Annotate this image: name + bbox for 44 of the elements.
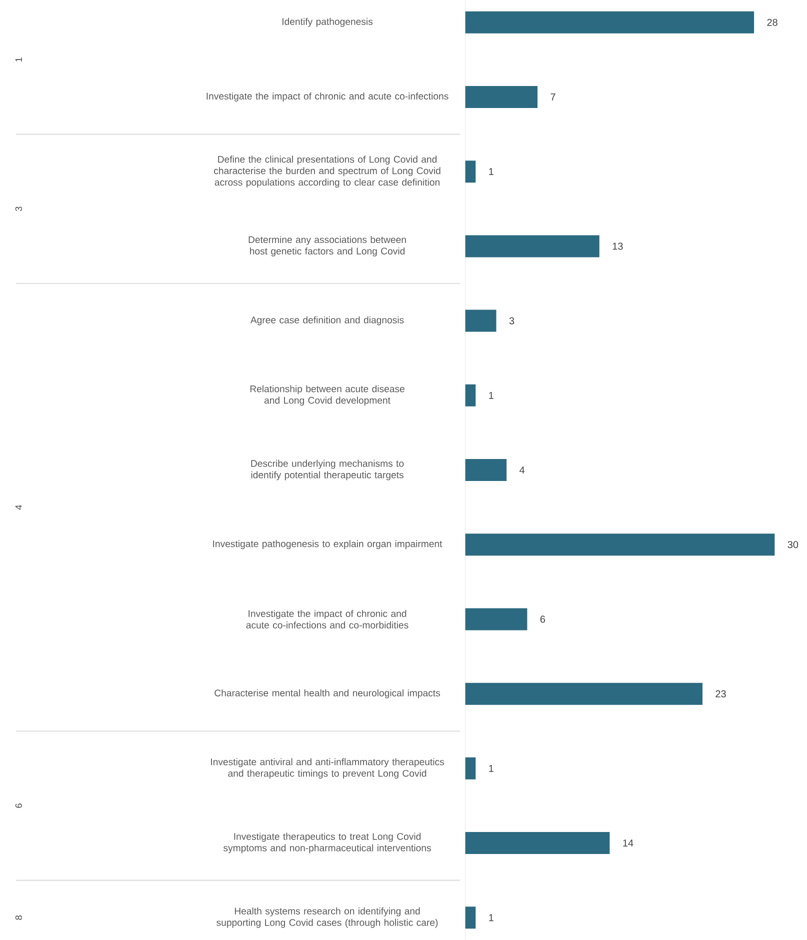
data-label: 1 (489, 914, 494, 922)
y-tick-label: Investigate antiviral and anti-inflammatory therapeutics and therapeutic timings to prevent Long Covid (211, 758, 444, 779)
bar (466, 235, 600, 258)
y-tick-label: Determine any associations between host genetic factors and Long Covid (249, 236, 406, 256)
bar (466, 757, 476, 780)
y-tick-label: Identify pathogenesis (282, 18, 373, 27)
bar (466, 310, 496, 332)
text: 3 (16, 206, 22, 212)
data-label: 7 (550, 94, 556, 100)
data-label: 1 (489, 168, 494, 176)
data-label: 1 (489, 392, 494, 399)
text: 6 (16, 804, 22, 808)
y-tick-label: Agree case definition and diagnosis (250, 316, 404, 326)
y-tick-label: Investigate therapeutics to treat Long Covid symptoms and non-pharmaceutical interventions (224, 832, 432, 854)
bar (466, 906, 476, 929)
y-tick-label: Health systems research on identifying and supporting Long Covid cases (through holistic care) (216, 907, 438, 928)
y-tick-label: Define the clinical presentations of Long Covid and characterise the burden and spectrum of Long Covid across populations according to clear case definition (214, 156, 440, 188)
y-tick-label: Describe underlying mechanisms to identify potential therapeutic targets (251, 460, 404, 480)
data-label: 4 (520, 466, 525, 474)
y-tick-label: Investigate the impact of chronic and acute co-infections (206, 92, 448, 102)
text: 4 (16, 504, 22, 510)
data-label: 13 (613, 242, 623, 250)
bar (466, 832, 610, 854)
bar (466, 534, 775, 556)
y-tick-label: Investigate pathogenesis to explain organ impairment (213, 540, 442, 550)
bar (466, 160, 476, 183)
data-label: 14 (623, 840, 634, 846)
data-label: 28 (767, 18, 778, 26)
data-label: 23 (716, 690, 726, 698)
bar (466, 608, 528, 630)
data-label: 1 (489, 764, 494, 772)
bar (466, 11, 754, 34)
data-label: 6 (540, 616, 546, 623)
text: 1 (16, 58, 22, 62)
y-tick-label: Investigate the impact of chronic and acute co-infections and co-morbidities (246, 610, 408, 628)
bar (466, 682, 703, 705)
data-label: 3 (510, 317, 514, 324)
bar (466, 86, 538, 108)
y-tick-label: Characterise mental health and neurological impacts (214, 689, 440, 698)
bar (466, 459, 507, 482)
text: 8 (16, 915, 22, 920)
data-label: 30 (788, 541, 798, 548)
y-tick-label: Relationship between acute disease and Long Covid development (250, 385, 405, 406)
bar (466, 384, 476, 406)
